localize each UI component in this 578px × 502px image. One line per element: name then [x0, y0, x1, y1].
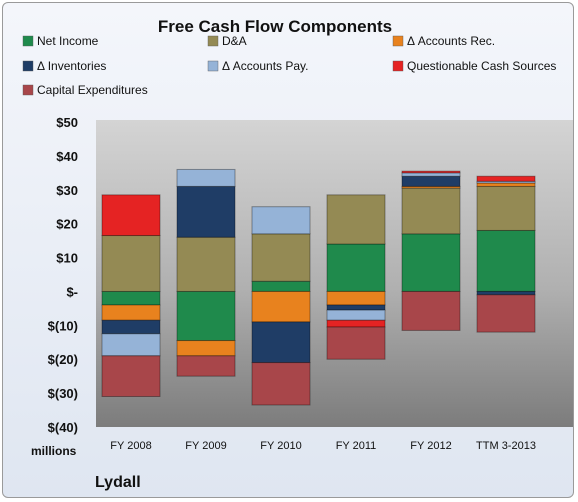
bar-segment-capital-expenditures [251, 362, 311, 406]
bar-segment-net-income [401, 233, 461, 292]
chart-title: Free Cash Flow Components [158, 17, 392, 36]
legend: Net Income D&A Δ Accounts Rec. Δ Inventorie… [22, 34, 556, 97]
bar-segment-d-a [101, 235, 161, 292]
bar-segment-d-a [476, 185, 536, 231]
bar-segment-inventories [251, 321, 311, 364]
y-axis-unit-label: millions [31, 444, 77, 458]
bar-segment-questionable-cash-sources [326, 319, 386, 328]
bar-segment-net-income [476, 229, 536, 292]
legend-item-accounts-rec: Δ Accounts Rec. [392, 34, 495, 48]
bar-segment-inventories [176, 185, 236, 238]
bar-segment-capital-expenditures [101, 355, 161, 398]
bar-segment-inventories [401, 175, 461, 187]
legend-swatch [392, 35, 404, 47]
legend-label: Δ Accounts Pay. [222, 59, 309, 73]
bar-segment-capital-expenditures [326, 326, 386, 360]
bar-segment-d-a [401, 187, 461, 235]
y-tick-label: $(40) [48, 420, 78, 435]
bar-segment-inventories [476, 290, 536, 296]
chart-frame: Free Cash Flow Components Net Income D&A Δ… [2, 2, 574, 498]
bar-segment-accounts-rec [326, 290, 386, 306]
y-tick-label: $20 [56, 217, 78, 232]
y-tick-label: $(10) [48, 318, 78, 333]
bar-segment-capital-expenditures [176, 355, 236, 377]
legend-swatch [207, 60, 219, 72]
bar-segment-inventories [326, 304, 386, 311]
x-tick-label: FY 2012 [410, 440, 451, 452]
legend-swatch [392, 60, 404, 72]
x-axis: FY 2008 FY 2009 FY 2010 FY 2011 FY 2012 TTM 3… [110, 440, 536, 452]
bar-segment-accounts-rec [476, 182, 536, 187]
bar-segment-net-income [101, 290, 161, 306]
bar-segment-net-income [176, 290, 236, 342]
bars [101, 168, 536, 406]
x-tick-label: FY 2010 [260, 440, 301, 452]
bar-segment-d-a [176, 236, 236, 292]
legend-label: Questionable Cash Sources [407, 59, 556, 73]
legend-swatch [22, 35, 34, 47]
bar-segment-accounts-pay [326, 309, 386, 321]
y-tick-label: $40 [56, 149, 78, 164]
bar-segment-questionable-cash-sources [401, 170, 461, 174]
legend-item-accounts-pay: Δ Accounts Pay. [207, 59, 309, 73]
bar-segment-accounts-rec [176, 340, 236, 357]
x-tick-label: FY 2008 [110, 440, 151, 452]
company-name: Lydall [95, 474, 141, 491]
legend-swatch [22, 60, 34, 72]
bar-segment-questionable-cash-sources [476, 175, 536, 182]
legend-item-net-income: Net Income [22, 34, 99, 48]
legend-label: Δ Inventories [37, 59, 106, 73]
bar-segment-capital-expenditures [401, 290, 461, 331]
bar-segment-accounts-rec [251, 290, 311, 323]
y-tick-label: $- [66, 284, 78, 299]
legend-item-questionable-cash-sources: Questionable Cash Sources [392, 59, 556, 73]
legend-item-inventories: Δ Inventories [22, 59, 106, 73]
y-tick-label: $10 [56, 251, 78, 266]
legend-swatch [22, 84, 34, 96]
bar-segment-capital-expenditures [476, 294, 536, 333]
bar-segment-accounts-pay [101, 333, 161, 357]
y-tick-label: $(30) [48, 386, 78, 401]
legend-item-d-a: D&A [207, 34, 247, 48]
bar-segment-accounts-pay [251, 206, 311, 235]
legend-swatch [207, 35, 219, 47]
x-tick-label: FY 2011 [336, 440, 377, 452]
legend-label: Δ Accounts Rec. [407, 34, 495, 48]
legend-item-capital-expenditures: Capital Expenditures [22, 83, 148, 97]
bar-segment-net-income [326, 243, 386, 292]
y-tick-label: $50 [56, 115, 78, 130]
bar-segment-inventories [101, 319, 161, 335]
y-tick-label: $(20) [48, 352, 78, 367]
bar-segment-accounts-pay [176, 168, 236, 187]
bar-segment-net-income [251, 280, 311, 292]
bar-segment-accounts-pay [401, 172, 461, 177]
y-tick-label: $30 [56, 183, 78, 198]
x-tick-label: FY 2009 [185, 440, 226, 452]
bar-segment-d-a [251, 233, 311, 282]
legend-label: D&A [222, 34, 247, 48]
y-axis: $50 $40 $30 $20 $10 $- $(10) $(20) $(30) $(40) [48, 115, 78, 435]
legend-label: Net Income [37, 34, 99, 48]
x-tick-label: TTM 3-2013 [476, 440, 536, 452]
legend-label: Capital Expenditures [37, 83, 148, 97]
chart: Free Cash Flow Components Net Income D&A Δ… [22, 17, 573, 491]
bar-segment-accounts-rec [101, 304, 161, 321]
bar-segment-d-a [326, 194, 386, 245]
bar-segment-questionable-cash-sources [101, 194, 161, 237]
